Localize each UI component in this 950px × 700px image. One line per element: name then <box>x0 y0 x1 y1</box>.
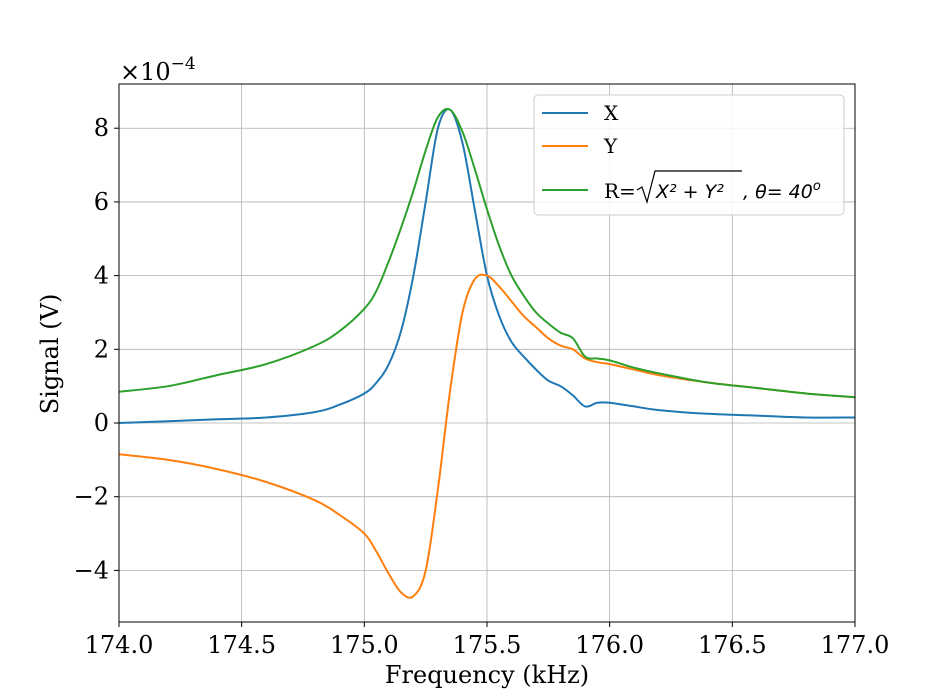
legend-box <box>533 94 845 216</box>
y-tick-label: 6 <box>94 188 109 216</box>
x-tick-label: 174.5 <box>207 631 276 659</box>
y-axis-label: Signal (V) <box>36 294 64 415</box>
legend-label-r-prefix: R= <box>604 179 636 203</box>
legend: X Y R= X² + Y² , θ= 40o <box>533 94 845 216</box>
series-layer <box>118 107 856 599</box>
x-axis-label: Frequency (kHz) <box>385 661 589 689</box>
y-tick-label: 4 <box>94 262 109 290</box>
x-tick-label: 175.5 <box>453 631 522 659</box>
y-tick-label: 2 <box>94 335 109 363</box>
sqrt-sign-icon <box>636 170 742 205</box>
multiplier-base: ×10 <box>120 58 171 86</box>
y-tick-label: −4 <box>74 556 109 584</box>
grid <box>118 84 856 622</box>
y-tick-label: 8 <box>94 114 109 142</box>
x-tick-label: 176.5 <box>698 631 767 659</box>
y-axis-multiplier: ×10−4 <box>120 54 196 86</box>
y-tick-label: 0 <box>94 409 109 437</box>
series-line-r <box>118 107 856 399</box>
x-tick-label: 176.0 <box>575 631 644 659</box>
legend-label-y: Y <box>603 134 618 158</box>
ticks: 174.0 174.5 175.0 175.5 176.0 176.5 177.0 −4 −2 0… <box>74 114 890 659</box>
series-line-x <box>118 108 856 424</box>
series-line-y <box>118 273 856 599</box>
y-tick-label: −2 <box>74 483 109 511</box>
legend-label-r-suffix-group: , θ= 40o <box>743 179 821 203</box>
x-tick-label: 175.0 <box>330 631 399 659</box>
x-tick-label: 174.0 <box>85 631 154 659</box>
x-tick-label: 177.0 <box>821 631 890 659</box>
legend-label-x: X <box>604 101 619 125</box>
legend-label-r-suffix-sup: o <box>813 179 821 194</box>
multiplier-exponent: −4 <box>171 54 196 74</box>
legend-label-r-radicand: X² + Y² <box>655 181 724 203</box>
legend-label-r-suffix: , θ= 40 <box>743 181 813 203</box>
